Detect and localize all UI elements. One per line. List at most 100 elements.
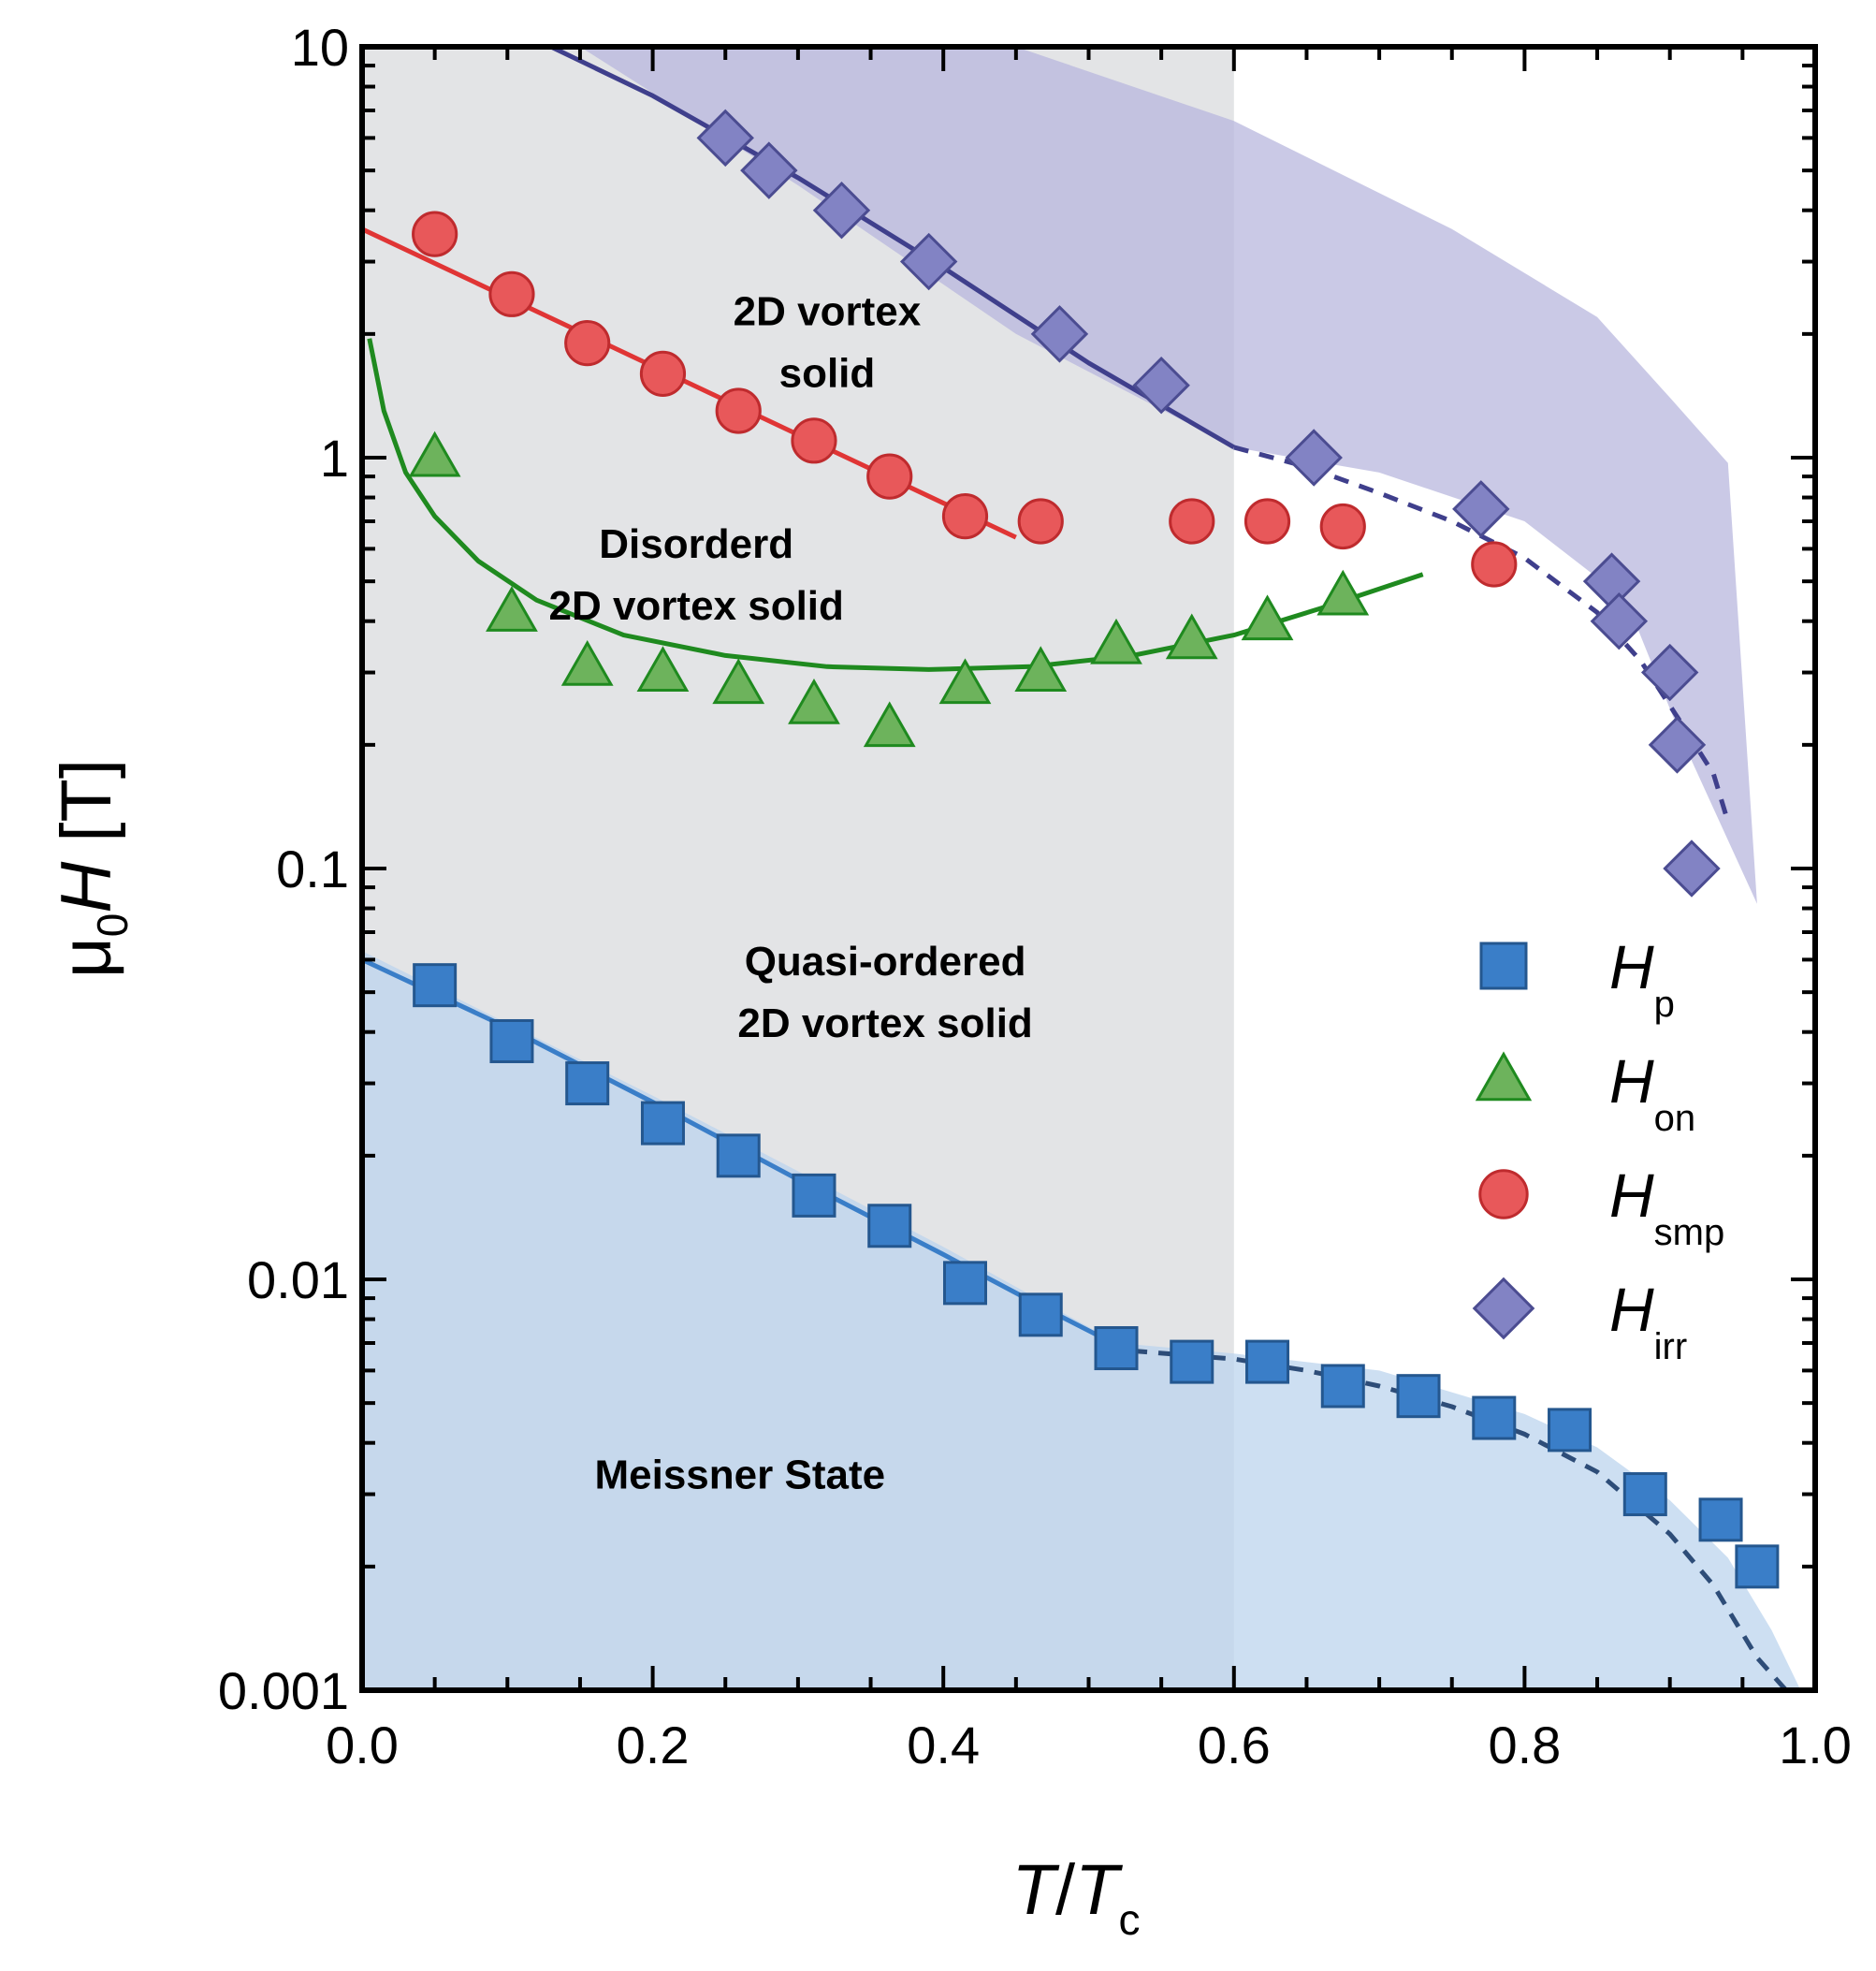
region-label-meissner: Meissner State <box>594 1452 885 1497</box>
legend-marker-Hp <box>1479 942 1528 990</box>
x-tick-label: 1.0 <box>1779 1716 1852 1774</box>
Hirr-series <box>696 109 1721 898</box>
legend-marker-Hsmp <box>1478 1169 1529 1219</box>
hon-point <box>1316 569 1370 616</box>
legend-item-Hirr: Hirr <box>1472 1275 1687 1367</box>
hsmp-point <box>1471 541 1518 588</box>
x-tick-label: 0.6 <box>1198 1716 1271 1774</box>
Hp-series <box>413 963 1780 1589</box>
region-label-line: Disorderd <box>599 521 793 567</box>
Hsmp-series <box>412 211 1518 588</box>
hon-point <box>1014 646 1068 693</box>
legend-label: Hirr <box>1609 1275 1687 1367</box>
hsmp-point <box>1169 498 1215 545</box>
hp-point <box>1245 1339 1290 1384</box>
hp-point <box>413 963 458 1008</box>
point-layer <box>408 109 1780 1589</box>
hsmp-point <box>866 453 913 500</box>
x-axis-main: T <box>1012 1850 1060 1930</box>
hon-point <box>408 431 461 477</box>
hon-point <box>712 658 765 705</box>
hp-point <box>867 1204 912 1248</box>
y-tick-label: 1 <box>320 429 349 488</box>
region-label-line: 2D vortex solid <box>548 583 843 629</box>
hirr-point <box>1452 480 1510 538</box>
hon-point <box>938 658 992 705</box>
x-axis-sub: c <box>1119 1895 1141 1944</box>
legend-label-sub: on <box>1654 1098 1696 1139</box>
y-axis-main: H <box>47 862 126 913</box>
x-axis-title: T/Tc <box>1012 1850 1141 1944</box>
hirr-point <box>1132 356 1190 415</box>
hp-point <box>716 1133 761 1178</box>
legend-marker-Hon <box>1475 1051 1533 1102</box>
hp-point <box>1698 1497 1743 1542</box>
legend-label-main: H <box>1609 1161 1654 1230</box>
hsmp-point <box>941 493 989 540</box>
Hp-fit-dashed <box>1131 1348 1788 1690</box>
y-tick-label: 0.01 <box>247 1250 349 1309</box>
region-label-line: 2D vortex solid <box>737 1000 1032 1046</box>
region-label-line: solid <box>779 351 876 397</box>
hsmp-point <box>412 211 458 257</box>
hirr-point <box>1285 429 1343 487</box>
hsmp-point <box>791 417 837 464</box>
Hirr-band <box>550 47 1757 904</box>
y-axis-title: μ0H [T] <box>47 759 137 978</box>
legend-label-sub: irr <box>1654 1326 1688 1367</box>
hirr-point <box>1663 840 1721 898</box>
legend-item-Hsmp: Hsmp <box>1478 1161 1724 1253</box>
y-tick-label: 0.1 <box>276 840 349 898</box>
background-layer <box>362 47 1801 1690</box>
region-label-line: Meissner State <box>594 1452 885 1497</box>
hon-point <box>560 639 614 686</box>
Hirr-fit-solid <box>549 47 1236 450</box>
hirr-point <box>740 141 798 199</box>
legend-label: Hsmp <box>1609 1161 1724 1253</box>
legend-label-sub: p <box>1654 984 1675 1025</box>
hp-point <box>1472 1395 1517 1440</box>
Hirr-fit-dashed <box>1233 445 1731 823</box>
x-tick-label: 0.0 <box>326 1716 399 1774</box>
Hon-series <box>408 431 1370 748</box>
y-tick-label: 0.001 <box>218 1661 349 1720</box>
hp-point <box>1396 1374 1441 1419</box>
x-tick-label: 0.4 <box>907 1716 980 1774</box>
tick-layer: 0.0 0.2 0.4 0.6 0.8 1.0 0.001 0.01 0.1 1 10 <box>218 18 1852 1774</box>
y-axis-sub: 0 <box>88 913 137 938</box>
region-label-line: Quasi-ordered <box>745 939 1026 985</box>
legend-label-sub: smp <box>1654 1212 1725 1253</box>
hirr-point <box>899 232 958 291</box>
hirr-point <box>1648 716 1707 774</box>
y-axis-mu: μ <box>47 937 126 978</box>
region-label-quasi-ordered: Quasi-ordered 2D vortex solid <box>737 939 1032 1046</box>
x-axis-sep: / <box>1055 1850 1076 1930</box>
legend-item-Hp: Hp <box>1479 932 1675 1025</box>
hp-point <box>942 1261 987 1306</box>
hirr-point <box>1030 305 1089 363</box>
x-tick-label: 0.2 <box>617 1716 690 1774</box>
hsmp-point <box>1243 498 1291 545</box>
axis-title-layer: T/Tc μ0H [T] <box>47 759 1141 1944</box>
region-label-vortex-solid: 2D vortex solid <box>734 289 922 397</box>
hp-point <box>1320 1364 1365 1409</box>
legend-marker-Hirr <box>1472 1277 1535 1340</box>
hp-point <box>1548 1408 1592 1453</box>
y-tick-label: 10 <box>291 18 349 77</box>
hon-point <box>1165 613 1218 660</box>
hon-point <box>788 678 840 724</box>
hon-point <box>486 586 538 632</box>
hp-point <box>640 1101 685 1146</box>
legend-item-Hon: Hon <box>1475 1046 1695 1139</box>
hirr-point <box>1640 643 1699 702</box>
y-axis-unit: [T] <box>47 759 126 862</box>
legend-label: Hp <box>1609 932 1675 1025</box>
hsmp-point <box>488 270 535 317</box>
hp-point <box>489 1018 534 1063</box>
legend-label: Hon <box>1609 1046 1695 1139</box>
hsmp-point <box>715 387 762 434</box>
hirr-point <box>696 109 754 168</box>
hsmp-point <box>1017 498 1064 545</box>
